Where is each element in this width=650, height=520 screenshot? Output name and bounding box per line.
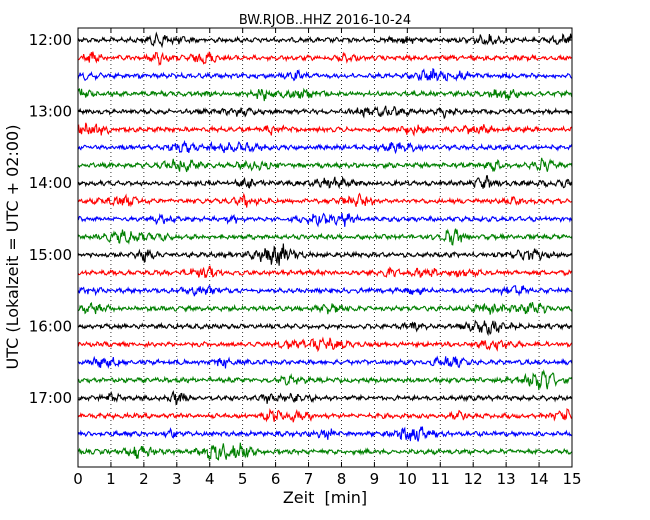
chart-title: BW.RJOB..HHZ 2016-10-24 (239, 13, 411, 28)
x-tick-label-8: 8 (337, 470, 347, 488)
trace-22 (77, 426, 573, 442)
y-tick-label-1: 13:00 (29, 103, 72, 121)
trace-9 (77, 192, 573, 208)
trace-15 (77, 302, 573, 315)
trace-1 (77, 51, 573, 67)
x-tick-label-3: 3 (172, 470, 182, 488)
x-tick-label-2: 2 (139, 470, 149, 488)
trace-16 (77, 319, 573, 337)
trace-18 (77, 355, 573, 370)
trace-6 (77, 139, 573, 155)
x-tick-label-0: 0 (73, 470, 83, 488)
y-axis-ticks: 12:00 13:00 14:00 15:00 16:00 17:00 (29, 31, 572, 407)
trace-12 (77, 243, 573, 266)
seismic-traces (77, 31, 573, 461)
x-tick-label-5: 5 (238, 470, 248, 488)
x-tick-label-11: 11 (431, 470, 450, 488)
trace-2 (77, 67, 573, 82)
x-tick-label-6: 6 (271, 470, 281, 488)
x-axis-ticks: 0 1 2 3 4 5 6 7 8 9 10 11 12 13 14 15 (73, 28, 582, 488)
x-tick-label-12: 12 (464, 470, 483, 488)
trace-10 (77, 212, 573, 228)
y-tick-label-0: 12:00 (29, 31, 72, 49)
y-tick-label-2: 14:00 (29, 174, 72, 192)
trace-4 (77, 105, 573, 120)
y-tick-label-5: 17:00 (29, 389, 72, 407)
trace-0 (77, 31, 573, 49)
y-tick-label-3: 15:00 (29, 246, 72, 264)
x-tick-label-13: 13 (497, 470, 516, 488)
trace-7 (77, 157, 573, 173)
y-tick-label-4: 16:00 (29, 317, 72, 335)
plot-frame (77, 27, 573, 468)
trace-14 (77, 284, 573, 297)
trace-13 (77, 265, 573, 279)
x-tick-label-10: 10 (398, 470, 417, 488)
trace-20 (77, 390, 573, 406)
trace-21 (77, 407, 573, 423)
x-tick-label-1: 1 (106, 470, 116, 488)
trace-11 (77, 228, 573, 246)
trace-5 (77, 122, 573, 137)
trace-3 (77, 87, 573, 102)
x-tick-label-14: 14 (530, 470, 549, 488)
y-axis-label: UTC (Lokalzeit = UTC + 02:00) (3, 125, 22, 370)
trace-19 (77, 369, 573, 391)
x-tick-label-15: 15 (562, 470, 581, 488)
x-tick-label-7: 7 (304, 470, 314, 488)
x-axis-label: Zeit [min] (283, 488, 367, 507)
trace-17 (77, 336, 573, 353)
x-tick-label-9: 9 (370, 470, 380, 488)
trace-8 (77, 175, 573, 190)
x-tick-label-4: 4 (205, 470, 215, 488)
trace-23 (77, 442, 573, 461)
